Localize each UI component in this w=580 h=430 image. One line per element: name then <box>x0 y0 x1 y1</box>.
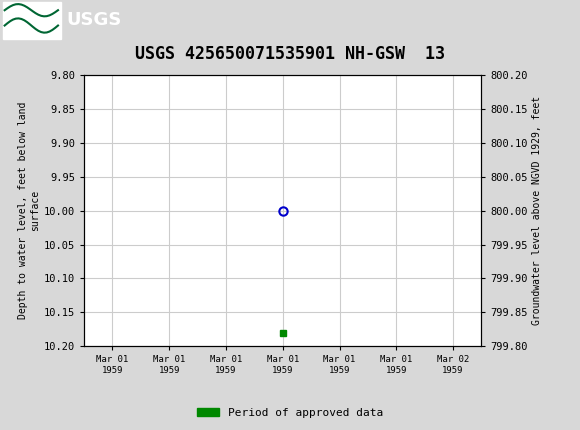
Legend: Period of approved data: Period of approved data <box>193 403 387 422</box>
FancyBboxPatch shape <box>3 2 61 39</box>
Text: USGS: USGS <box>67 12 122 29</box>
Y-axis label: Depth to water level, feet below land
surface: Depth to water level, feet below land su… <box>18 102 39 319</box>
Y-axis label: Groundwater level above NGVD 1929, feet: Groundwater level above NGVD 1929, feet <box>532 96 542 325</box>
Text: USGS 425650071535901 NH-GSW  13: USGS 425650071535901 NH-GSW 13 <box>135 45 445 63</box>
